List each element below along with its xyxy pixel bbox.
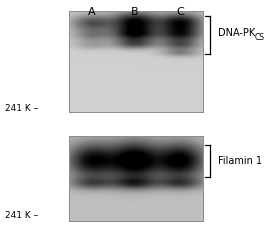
Text: CS: CS xyxy=(254,33,264,42)
Text: Filamin 1: Filamin 1 xyxy=(218,156,262,166)
Text: 241 K –: 241 K – xyxy=(5,104,38,114)
Text: 241 K –: 241 K – xyxy=(5,211,38,220)
Text: A: A xyxy=(88,7,95,17)
Text: DNA-PK: DNA-PK xyxy=(218,28,255,38)
Text: C: C xyxy=(176,7,184,17)
Text: B: B xyxy=(131,7,138,17)
